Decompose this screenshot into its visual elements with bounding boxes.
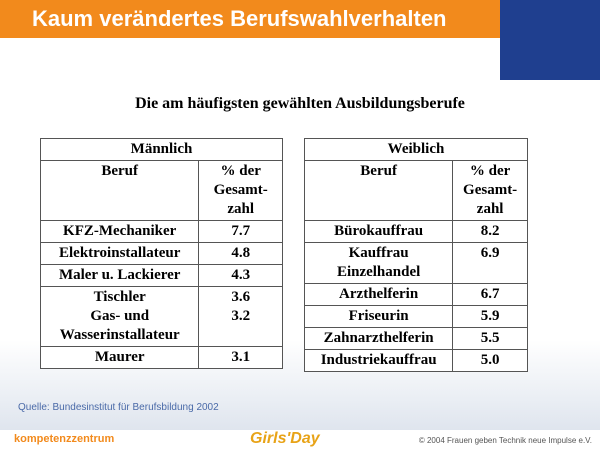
footer: kompetenzzentrum Girls'Day © 2004 Frauen… (0, 430, 600, 450)
row: Friseurin 5.9 (303, 305, 528, 328)
row: Kauffrau Einzelhandel 6.9 (303, 242, 528, 284)
row: Arzthelferin 6.7 (303, 283, 528, 306)
row: KFZ-Mechaniker 7.7 (39, 220, 283, 243)
occupation: Maurer (94, 349, 145, 365)
cell: Friseurin (303, 305, 454, 328)
occupation: Friseurin (348, 308, 409, 324)
row: Tischler Gas- und Wasserinstallateur 3.6 3.… (39, 286, 283, 347)
column-row: Beruf% der Gesamt-zahl (303, 160, 528, 221)
cell: 4.8 (198, 242, 283, 265)
percent: 4.3 (231, 267, 251, 283)
cell: 5.5 (452, 327, 528, 350)
cell: Kauffrau Einzelhandel (303, 242, 454, 284)
row: Zahnarzthelferin 5.5 (303, 327, 528, 350)
column-header: Beruf (39, 160, 200, 221)
cell: 7.7 (198, 220, 283, 243)
title: Kaum verändertes Berufswahlverhalten (0, 0, 500, 38)
percent: 3.6 (231, 289, 251, 305)
cell: 5.9 (452, 305, 528, 328)
logo-left: kompetenzzentrum (14, 433, 115, 445)
heading-row: Männlich (40, 138, 283, 161)
cell: Maler u. Lackierer (39, 264, 200, 287)
occupation: Elektroinstallateur (59, 245, 181, 261)
cell: 3.1 (198, 346, 283, 369)
percent: 5.0 (480, 352, 500, 368)
source: Quelle: Bundesinstitut für Berufsbildung… (18, 402, 219, 413)
cell: Industriekauffrau (303, 349, 454, 372)
occupation: Kauffrau Einzelhandel (336, 245, 421, 280)
cell: 6.9 (452, 242, 528, 284)
cell: Zahnarzthelferin (303, 327, 454, 350)
cell: 8.2 (452, 220, 528, 243)
row: Industriekauffrau 5.0 (303, 349, 528, 372)
table-heading: Männlich (40, 138, 283, 161)
occupation: Industriekauffrau (320, 352, 437, 368)
heading-row: Weiblich (304, 138, 528, 161)
occupation: KFZ-Mechaniker (63, 223, 177, 239)
occupation: Maler u. Lackierer (58, 267, 181, 283)
percent: 4.8 (231, 245, 251, 261)
occupation: Gas- und Wasserinstallateur (59, 308, 180, 343)
percent: 6.9 (480, 245, 500, 261)
cell: 4.3 (198, 264, 283, 287)
row: Maurer 3.1 (39, 346, 283, 369)
subtitle: Die am häufigsten gewählten Ausbildungsb… (135, 95, 465, 112)
cell: Maurer (39, 346, 200, 369)
cell: 3.6 3.2 (198, 286, 283, 347)
percent: 3.1 (231, 349, 251, 365)
cell: Tischler Gas- und Wasserinstallateur (39, 286, 200, 347)
percent: 3.2 (231, 308, 251, 324)
percent: 5.9 (480, 308, 500, 324)
row: Bürokauffrau 8.2 (303, 220, 528, 243)
column-header: % der Gesamt-zahl (452, 160, 528, 221)
occupation: Zahnarzthelferin (323, 330, 434, 346)
column-row: Beruf% der Gesamt-zahl (39, 160, 283, 221)
corner-band (500, 0, 600, 80)
column-header: Beruf (303, 160, 454, 221)
row: Maler u. Lackierer 4.3 (39, 264, 283, 287)
logo-center: Girls'Day (250, 430, 320, 447)
percent: 7.7 (231, 223, 251, 239)
occupation: Tischler (93, 289, 146, 305)
occupation: Arzthelferin (339, 286, 419, 302)
cell: 6.7 (452, 283, 528, 306)
table: Weiblich Beruf% der Gesamt-zahl Bürokauffr… (303, 138, 528, 372)
copyright: © 2004 Frauen geben Technik neue Impulse… (418, 436, 592, 445)
cell: Elektroinstallateur (39, 242, 200, 265)
cell: 5.0 (452, 349, 528, 372)
table-heading: Weiblich (304, 138, 528, 161)
row: Elektroinstallateur 4.8 (39, 242, 283, 265)
cell: Bürokauffrau (303, 220, 454, 243)
cell: KFZ-Mechaniker (39, 220, 200, 243)
table: Männlich Beruf% der Gesamt-zahl KFZ-Mechan… (39, 138, 283, 369)
percent: 8.2 (480, 223, 500, 239)
column-header: % der Gesamt-zahl (198, 160, 283, 221)
cell: Arzthelferin (303, 283, 454, 306)
percent: 6.7 (480, 286, 500, 302)
occupation: Bürokauffrau (334, 223, 424, 239)
percent: 5.5 (480, 330, 500, 346)
